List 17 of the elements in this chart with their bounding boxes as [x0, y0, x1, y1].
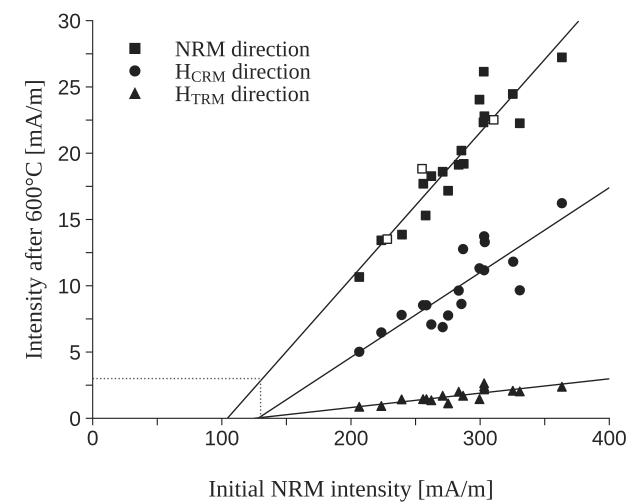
x-tick-label: 100: [206, 430, 238, 446]
x-tick-label: 300: [464, 430, 497, 446]
y-axis-title: Intensity after 600°C [mA/m]: [24, 81, 47, 359]
y-tick-label: 15: [59, 212, 80, 228]
legend-label: NRM direction: [176, 40, 310, 56]
legend-label: H$_{CRM}$ direction: [176, 63, 310, 82]
x-tick-label: 400: [592, 430, 626, 446]
x-tick-label: 0: [88, 430, 98, 446]
x-tick-label: 200: [334, 430, 368, 446]
y-tick-label: 10: [59, 278, 80, 294]
y-tick-label: 0: [70, 411, 80, 426]
y-tick-label: 5: [70, 345, 80, 360]
y-tick-label: 20: [58, 146, 80, 161]
y-tick-label: 30: [58, 14, 80, 28]
y-tick-label: 25: [58, 80, 80, 95]
legend-label: H$_{TRM}$ direction: [176, 86, 310, 104]
x-axis-title: Initial NRM intensity [mA/m]: [209, 480, 492, 502]
